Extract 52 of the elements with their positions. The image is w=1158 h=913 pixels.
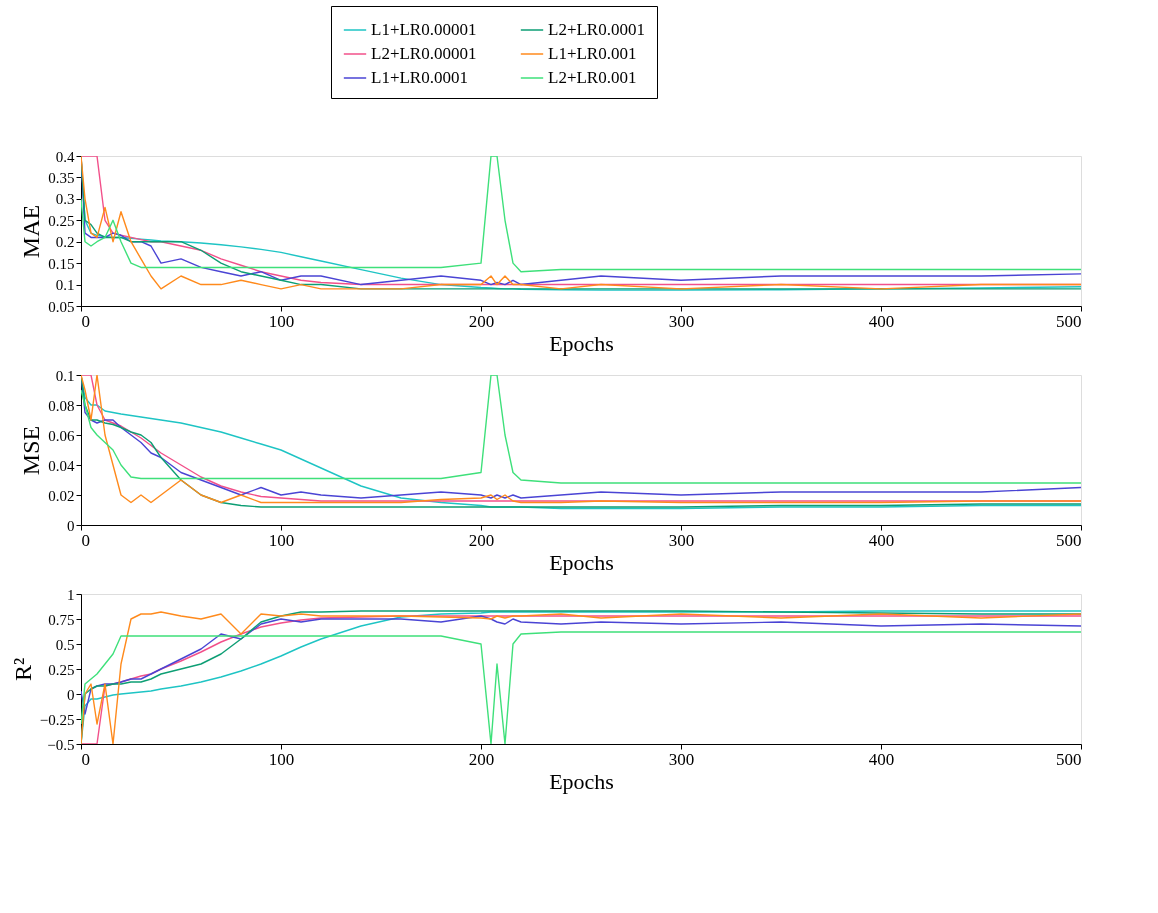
y-tick-label: 0.2 xyxy=(55,234,75,251)
y-axis-title: R² xyxy=(9,657,36,682)
x-tick-label: 100 xyxy=(268,311,295,331)
x-tick-label: 500 xyxy=(1056,530,1082,550)
x-tick-label: 100 xyxy=(268,530,295,550)
x-tick-label: 400 xyxy=(868,311,895,331)
y-tick-label: 1 xyxy=(67,586,75,603)
y-axis-title: MSE xyxy=(18,425,45,476)
y-tick-label: 0.25 xyxy=(48,661,75,678)
legend-label: L2+LR0.0001 xyxy=(548,20,645,39)
y-axis-title: MAE xyxy=(18,204,45,259)
y-tick-label: −0.5 xyxy=(47,736,75,753)
y-tick-label: 0.75 xyxy=(48,611,75,628)
x-tick-label: 0 xyxy=(81,530,90,550)
y-tick-label: 0.05 xyxy=(48,298,75,315)
x-tick-label: 300 xyxy=(668,749,695,769)
y-tick-label: 0.1 xyxy=(55,367,75,384)
line-series xyxy=(81,615,1081,715)
y-tick-label: 0 xyxy=(67,517,75,534)
x-tick-label: 500 xyxy=(1056,311,1082,331)
x-tick-label: 0 xyxy=(81,311,90,331)
y-tick-label: 0.35 xyxy=(48,169,75,186)
y-tick-label: 0.02 xyxy=(48,487,75,504)
y-tick-label: 0.3 xyxy=(55,191,75,208)
y-tick-label: 0.1 xyxy=(55,277,75,294)
x-tick-label: 300 xyxy=(668,530,695,550)
y-tick-label: 0 xyxy=(67,686,75,703)
x-axis-title: Epochs xyxy=(549,330,614,356)
y-tick-label: 0.25 xyxy=(48,212,75,229)
x-axis-title: Epochs xyxy=(549,549,614,575)
y-tick-label: 0.08 xyxy=(48,397,75,414)
legend-label: L1+LR0.001 xyxy=(548,44,637,63)
x-tick-label: 100 xyxy=(268,749,295,769)
y-tick-label: 0.04 xyxy=(48,457,75,474)
y-tick-label: 0.5 xyxy=(55,636,75,653)
legend-label: L2+LR0.00001 xyxy=(371,44,477,63)
y-tick-label: 0.4 xyxy=(55,148,75,165)
x-tick-label: 200 xyxy=(468,311,495,331)
legend-label: L1+LR0.00001 xyxy=(371,20,477,39)
y-tick-label: 0.15 xyxy=(48,255,75,272)
x-tick-label: 400 xyxy=(868,530,895,550)
x-tick-label: 200 xyxy=(468,749,495,769)
legend-label: L2+LR0.001 xyxy=(548,68,637,87)
x-tick-label: 500 xyxy=(1056,749,1082,769)
x-tick-label: 400 xyxy=(868,749,895,769)
y-tick-label: 0.06 xyxy=(48,427,75,444)
y-tick-label: −0.25 xyxy=(39,711,75,728)
x-tick-label: 200 xyxy=(468,530,495,550)
x-tick-label: 0 xyxy=(81,749,90,769)
x-axis-title: Epochs xyxy=(549,768,614,794)
x-tick-label: 300 xyxy=(668,311,695,331)
legend-label: L1+LR0.0001 xyxy=(371,68,468,87)
